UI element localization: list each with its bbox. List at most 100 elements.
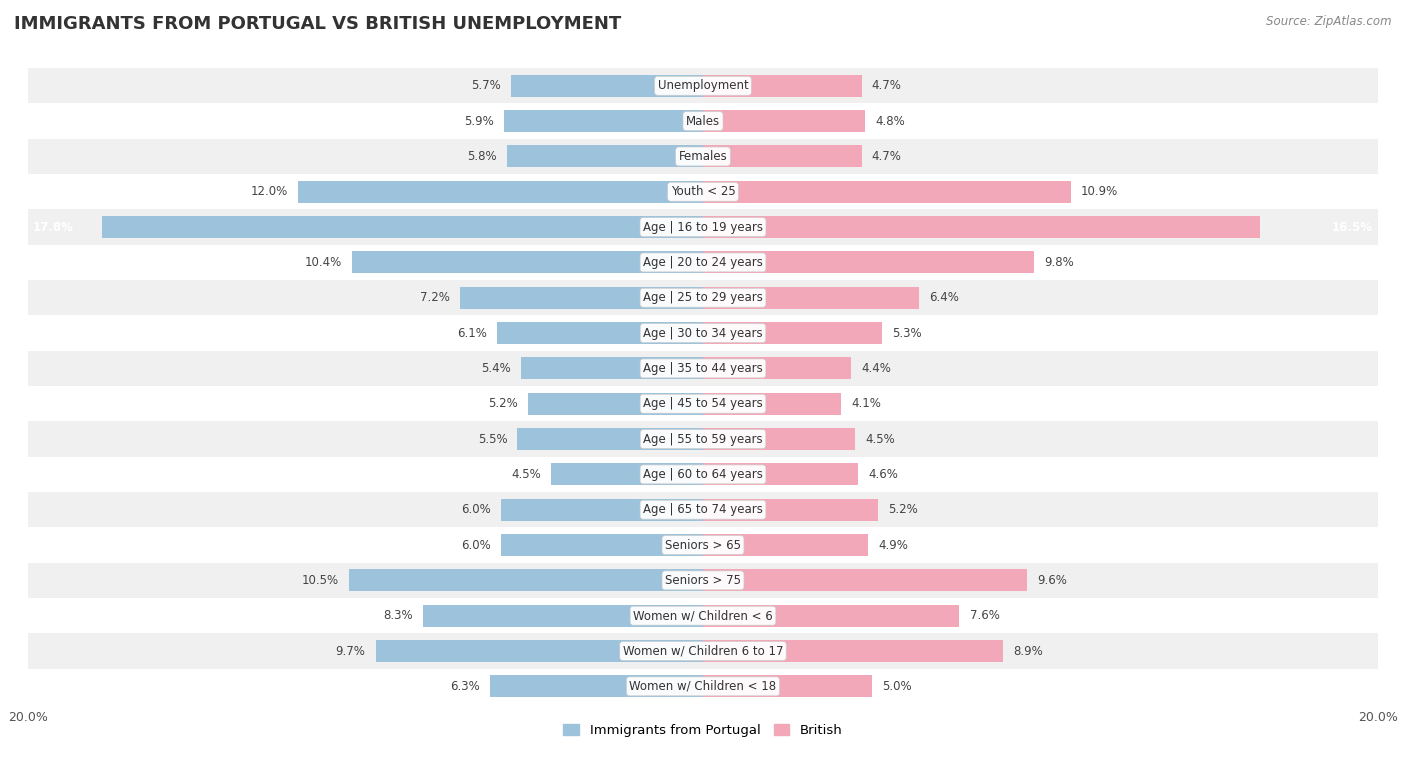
Bar bbox=[501, 534, 703, 556]
Text: 10.5%: 10.5% bbox=[301, 574, 339, 587]
Bar bbox=[28, 174, 1378, 210]
Bar bbox=[423, 605, 703, 627]
Text: 6.3%: 6.3% bbox=[450, 680, 481, 693]
Text: 8.3%: 8.3% bbox=[384, 609, 413, 622]
Bar bbox=[28, 245, 1378, 280]
Text: 5.7%: 5.7% bbox=[471, 79, 501, 92]
Bar bbox=[703, 111, 865, 132]
Text: 8.9%: 8.9% bbox=[1014, 644, 1043, 658]
Text: 5.2%: 5.2% bbox=[889, 503, 918, 516]
Bar bbox=[28, 422, 1378, 456]
Text: 6.4%: 6.4% bbox=[929, 291, 959, 304]
Text: 12.0%: 12.0% bbox=[250, 185, 288, 198]
Text: Age | 45 to 54 years: Age | 45 to 54 years bbox=[643, 397, 763, 410]
Text: Males: Males bbox=[686, 114, 720, 128]
Bar bbox=[28, 386, 1378, 422]
Bar bbox=[28, 634, 1378, 668]
Text: 4.7%: 4.7% bbox=[872, 79, 901, 92]
Bar bbox=[703, 357, 852, 379]
Text: Age | 55 to 59 years: Age | 55 to 59 years bbox=[643, 432, 763, 446]
Bar bbox=[703, 145, 862, 167]
Text: 4.1%: 4.1% bbox=[852, 397, 882, 410]
Text: 4.6%: 4.6% bbox=[869, 468, 898, 481]
Text: 6.0%: 6.0% bbox=[461, 538, 491, 552]
Bar bbox=[28, 350, 1378, 386]
Bar bbox=[703, 534, 869, 556]
Bar bbox=[103, 217, 703, 238]
Text: 4.5%: 4.5% bbox=[865, 432, 894, 446]
Text: 10.4%: 10.4% bbox=[305, 256, 342, 269]
Bar bbox=[703, 287, 920, 309]
Text: 6.1%: 6.1% bbox=[457, 326, 486, 340]
Bar bbox=[28, 668, 1378, 704]
Text: Women w/ Children 6 to 17: Women w/ Children 6 to 17 bbox=[623, 644, 783, 658]
Text: 9.8%: 9.8% bbox=[1043, 256, 1074, 269]
Text: 5.0%: 5.0% bbox=[882, 680, 911, 693]
Bar bbox=[28, 316, 1378, 350]
Text: 5.4%: 5.4% bbox=[481, 362, 510, 375]
Bar bbox=[703, 640, 1004, 662]
Bar bbox=[28, 280, 1378, 316]
Text: 4.5%: 4.5% bbox=[512, 468, 541, 481]
Bar bbox=[703, 181, 1071, 203]
Bar bbox=[28, 104, 1378, 139]
Text: 4.9%: 4.9% bbox=[879, 538, 908, 552]
Bar bbox=[703, 393, 841, 415]
Bar bbox=[703, 499, 879, 521]
Text: Age | 25 to 29 years: Age | 25 to 29 years bbox=[643, 291, 763, 304]
Bar bbox=[28, 68, 1378, 104]
Bar bbox=[460, 287, 703, 309]
Text: 4.7%: 4.7% bbox=[872, 150, 901, 163]
Bar bbox=[510, 75, 703, 97]
Bar bbox=[501, 499, 703, 521]
Text: 5.5%: 5.5% bbox=[478, 432, 508, 446]
Text: 7.6%: 7.6% bbox=[970, 609, 1000, 622]
Bar bbox=[28, 492, 1378, 528]
Bar bbox=[517, 428, 703, 450]
Text: Youth < 25: Youth < 25 bbox=[671, 185, 735, 198]
Bar bbox=[28, 139, 1378, 174]
Text: 17.8%: 17.8% bbox=[34, 220, 75, 234]
Bar bbox=[498, 322, 703, 344]
Bar bbox=[703, 322, 882, 344]
Text: Age | 60 to 64 years: Age | 60 to 64 years bbox=[643, 468, 763, 481]
Bar bbox=[28, 562, 1378, 598]
Text: 5.8%: 5.8% bbox=[468, 150, 498, 163]
Text: Females: Females bbox=[679, 150, 727, 163]
Bar bbox=[703, 463, 858, 485]
Text: Source: ZipAtlas.com: Source: ZipAtlas.com bbox=[1267, 15, 1392, 28]
Bar bbox=[520, 357, 703, 379]
Text: Age | 65 to 74 years: Age | 65 to 74 years bbox=[643, 503, 763, 516]
Legend: Immigrants from Portugal, British: Immigrants from Portugal, British bbox=[558, 718, 848, 742]
Bar bbox=[703, 217, 1260, 238]
Bar bbox=[703, 605, 959, 627]
Text: 9.7%: 9.7% bbox=[336, 644, 366, 658]
Bar bbox=[349, 569, 703, 591]
Bar bbox=[703, 251, 1033, 273]
Text: 4.8%: 4.8% bbox=[875, 114, 905, 128]
Bar bbox=[491, 675, 703, 697]
Text: Seniors > 75: Seniors > 75 bbox=[665, 574, 741, 587]
Bar bbox=[703, 428, 855, 450]
Bar bbox=[508, 145, 703, 167]
Bar bbox=[352, 251, 703, 273]
Bar bbox=[703, 569, 1026, 591]
Bar bbox=[28, 598, 1378, 634]
Text: Age | 30 to 34 years: Age | 30 to 34 years bbox=[643, 326, 763, 340]
Bar bbox=[375, 640, 703, 662]
Bar bbox=[28, 528, 1378, 562]
Bar bbox=[28, 210, 1378, 245]
Text: Women w/ Children < 6: Women w/ Children < 6 bbox=[633, 609, 773, 622]
Bar bbox=[298, 181, 703, 203]
Text: IMMIGRANTS FROM PORTUGAL VS BRITISH UNEMPLOYMENT: IMMIGRANTS FROM PORTUGAL VS BRITISH UNEM… bbox=[14, 15, 621, 33]
Bar bbox=[503, 111, 703, 132]
Text: Seniors > 65: Seniors > 65 bbox=[665, 538, 741, 552]
Text: 9.6%: 9.6% bbox=[1038, 574, 1067, 587]
Bar bbox=[527, 393, 703, 415]
Text: 10.9%: 10.9% bbox=[1081, 185, 1118, 198]
Text: 4.4%: 4.4% bbox=[862, 362, 891, 375]
Text: Age | 35 to 44 years: Age | 35 to 44 years bbox=[643, 362, 763, 375]
Text: 5.9%: 5.9% bbox=[464, 114, 494, 128]
Text: 5.2%: 5.2% bbox=[488, 397, 517, 410]
Text: 6.0%: 6.0% bbox=[461, 503, 491, 516]
